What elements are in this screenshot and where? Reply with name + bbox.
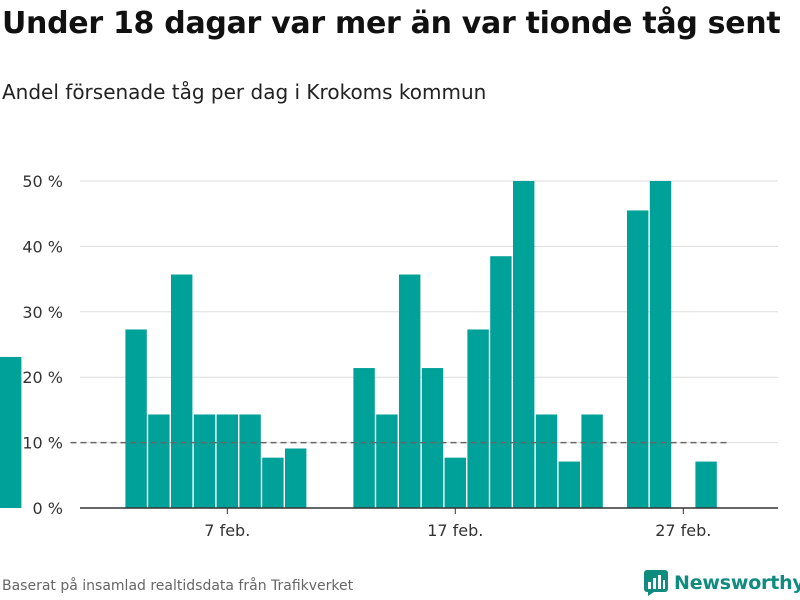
brand-logo[interactable]: Newsworthy bbox=[644, 570, 800, 596]
bar bbox=[285, 448, 307, 508]
x-tick-label: 27 feb. bbox=[655, 521, 711, 540]
y-tick-label: 30 % bbox=[22, 303, 63, 322]
bar bbox=[216, 414, 238, 508]
bar bbox=[239, 414, 261, 508]
bar bbox=[535, 414, 558, 508]
bar bbox=[0, 356, 22, 508]
bars bbox=[0, 181, 717, 508]
bar bbox=[467, 329, 489, 508]
y-tick-label: 50 % bbox=[22, 172, 63, 191]
y-axis-labels: 0 % 10 % 20 % 30 % 40 % 50 % bbox=[22, 172, 63, 518]
x-tick-label: 17 feb. bbox=[427, 521, 483, 540]
brand-name: Newsworthy bbox=[674, 572, 800, 594]
y-tick-label: 40 % bbox=[22, 237, 63, 256]
bar bbox=[148, 414, 170, 508]
bar-chart: 0 % 10 % 20 % 30 % 40 % 50 % 7 feb. 17 feb. 27 … bbox=[0, 172, 778, 540]
source-note: Baserat på insamlad realtidsdata från Tr… bbox=[2, 578, 354, 594]
y-tick-label: 0 % bbox=[33, 499, 63, 518]
bar bbox=[558, 461, 580, 508]
y-tick-label: 20 % bbox=[22, 368, 63, 387]
x-axis: 7 feb. 17 feb. 27 feb. bbox=[80, 507, 778, 540]
bar bbox=[581, 414, 603, 508]
bar bbox=[353, 368, 375, 508]
bar bbox=[421, 368, 444, 508]
bar bbox=[399, 274, 421, 508]
chart-subtitle: Andel försenade tåg per dag i Krokoms ko… bbox=[2, 80, 487, 104]
bar bbox=[376, 414, 398, 508]
y-tick-label: 10 % bbox=[22, 434, 63, 453]
bar bbox=[649, 181, 672, 508]
bar bbox=[125, 329, 147, 508]
bar bbox=[444, 457, 466, 508]
bar bbox=[193, 414, 216, 508]
bar bbox=[695, 461, 717, 508]
bar bbox=[627, 210, 649, 508]
bar bbox=[262, 457, 284, 508]
chart-title: Under 18 dagar var mer än var tionde tåg… bbox=[2, 6, 781, 41]
bar bbox=[490, 256, 512, 508]
bar bbox=[513, 181, 535, 508]
newsworthy-logo-icon bbox=[644, 570, 668, 596]
bar bbox=[171, 274, 193, 508]
x-tick-label: 7 feb. bbox=[204, 521, 250, 540]
